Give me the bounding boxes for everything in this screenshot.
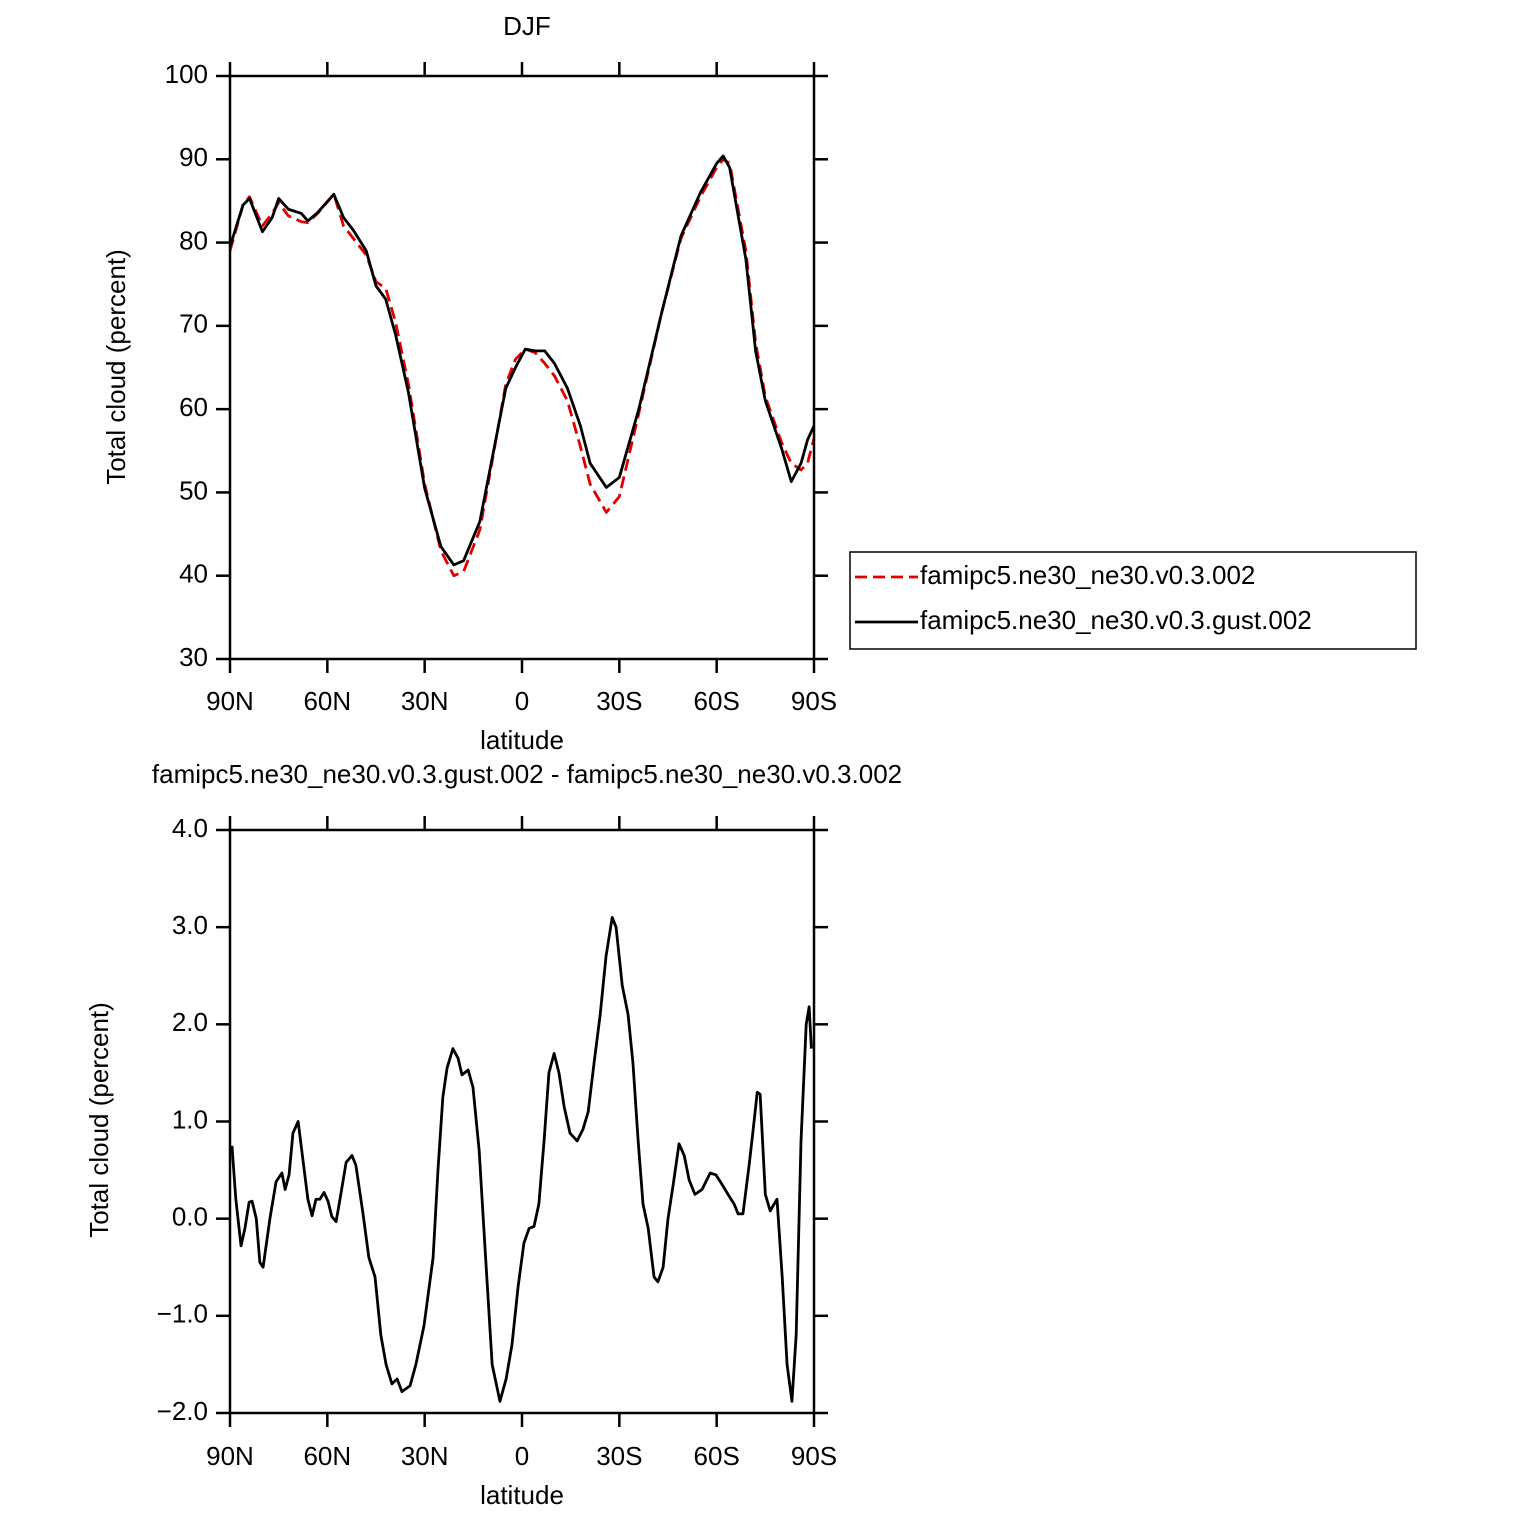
- y-tick-label: 80: [179, 225, 208, 255]
- legend-label: famipc5.ne30_ne30.v0.3.gust.002: [920, 605, 1312, 635]
- x-tick-label: 0: [515, 1441, 529, 1471]
- x-tick-label: 30N: [401, 686, 449, 716]
- y-tick-label: −2.0: [157, 1396, 208, 1426]
- legend-label: famipc5.ne30_ne30.v0.3.002: [920, 560, 1255, 590]
- y-tick-label: 30: [179, 642, 208, 672]
- series-line: [228, 154, 816, 567]
- y-tick-label: 70: [179, 309, 208, 339]
- x-tick-label: 60N: [303, 686, 351, 716]
- x-axis-label: latitude: [480, 725, 564, 755]
- y-axis-label: Total cloud (percent): [84, 1002, 114, 1238]
- y-tick-label: 60: [179, 392, 208, 422]
- y-tick-label: 1.0: [172, 1104, 208, 1134]
- legend-box: [849, 551, 1417, 650]
- y-tick-label: 90: [179, 142, 208, 172]
- x-tick-label: 60N: [303, 1441, 351, 1471]
- y-tick-label: 3.0: [172, 910, 208, 940]
- x-tick-label: 30S: [596, 1441, 642, 1471]
- x-tick-label: 0: [515, 686, 529, 716]
- y-tick-label: 40: [179, 559, 208, 589]
- x-tick-label: 30N: [401, 1441, 449, 1471]
- series-line: [228, 157, 816, 578]
- x-tick-label: 60S: [694, 686, 740, 716]
- x-tick-label: 90N: [206, 1441, 254, 1471]
- x-tick-label: 60S: [694, 1441, 740, 1471]
- series-line: [230, 916, 813, 1403]
- y-tick-label: 4.0: [172, 813, 208, 843]
- y-tick-label: 0.0: [172, 1202, 208, 1232]
- x-tick-label: 30S: [596, 686, 642, 716]
- y-axis-label: Total cloud (percent): [101, 249, 131, 485]
- y-tick-label: −1.0: [157, 1299, 208, 1329]
- y-tick-label: 50: [179, 475, 208, 505]
- plot-frame: [228, 74, 816, 661]
- x-tick-label: 90N: [206, 686, 254, 716]
- chart-title: DJF: [503, 11, 551, 41]
- y-tick-label: 2.0: [172, 1007, 208, 1037]
- chart-title: famipc5.ne30_ne30.v0.3.gust.002 - famipc…: [152, 759, 902, 789]
- y-tick-label: 100: [165, 59, 208, 89]
- x-tick-label: 90S: [791, 1441, 837, 1471]
- x-tick-label: 90S: [791, 686, 837, 716]
- plot-frame: [228, 828, 816, 1415]
- x-axis-label: latitude: [480, 1480, 564, 1510]
